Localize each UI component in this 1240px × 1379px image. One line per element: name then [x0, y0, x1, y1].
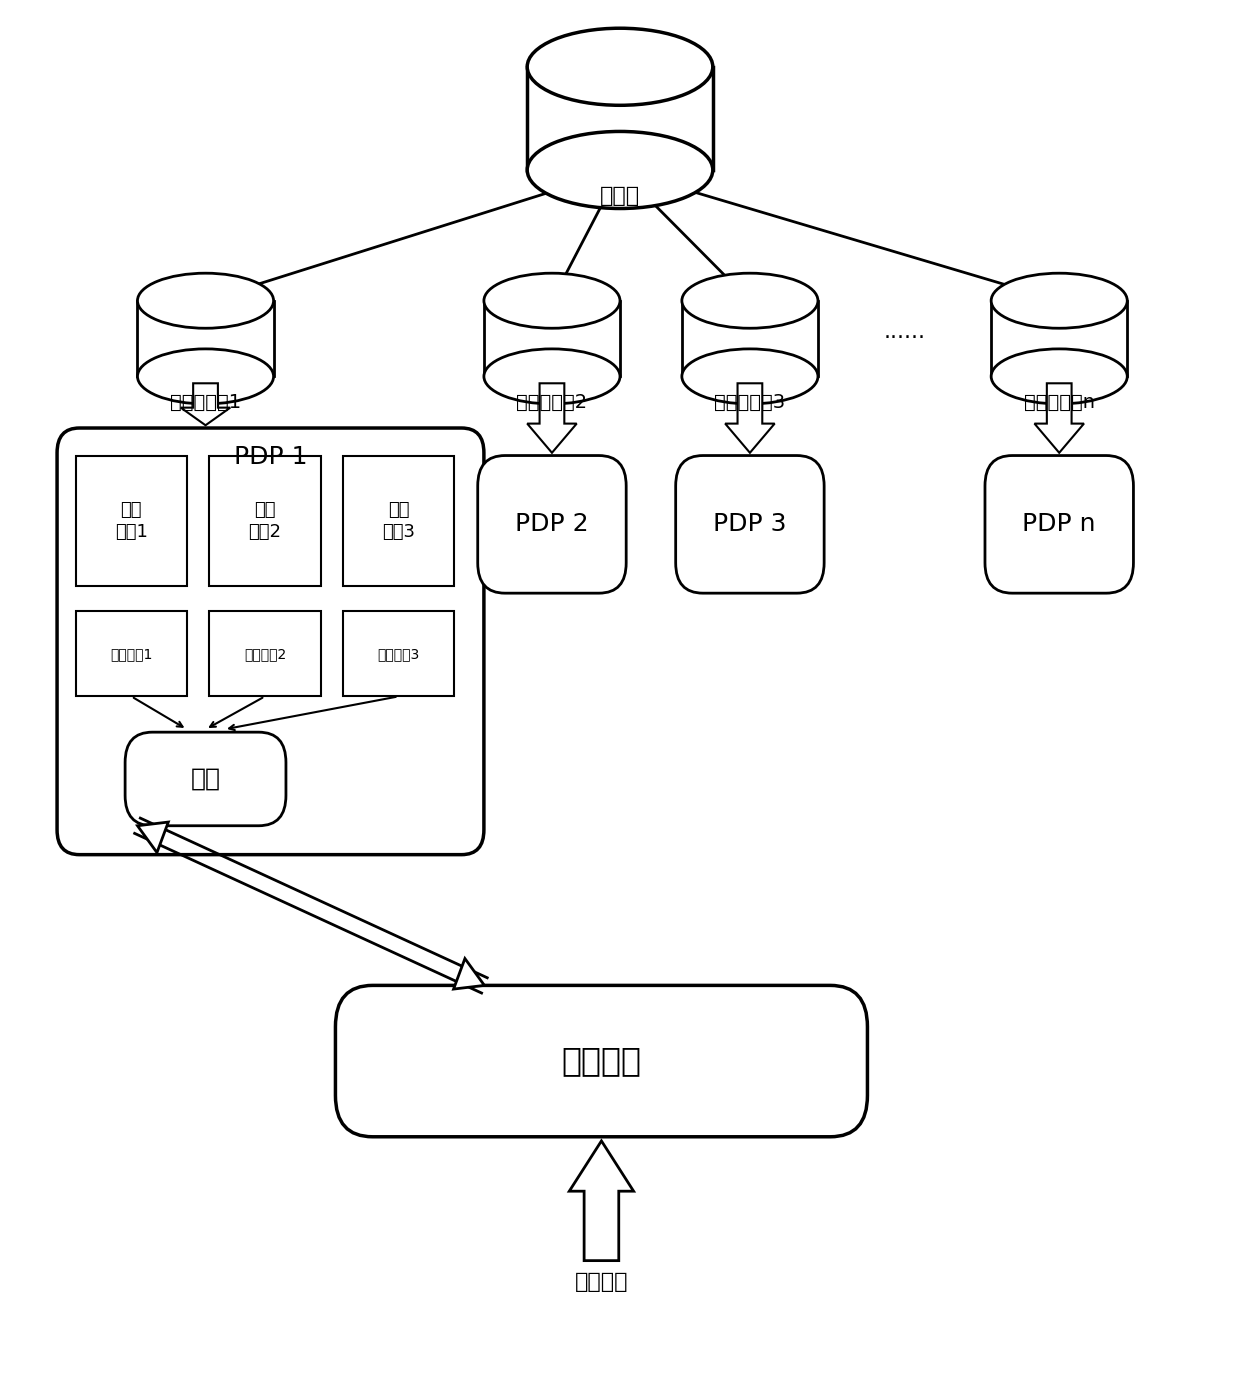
FancyBboxPatch shape: [336, 986, 868, 1136]
Polygon shape: [725, 383, 775, 452]
Bar: [343, 455, 454, 586]
Polygon shape: [138, 822, 169, 852]
Polygon shape: [454, 958, 485, 989]
Text: PDP 2: PDP 2: [515, 513, 589, 536]
Ellipse shape: [484, 349, 620, 404]
Bar: [76, 611, 187, 696]
Text: 特征规则1: 特征规则1: [110, 647, 153, 661]
FancyBboxPatch shape: [57, 427, 484, 855]
Ellipse shape: [138, 349, 274, 404]
Text: 操作请求: 操作请求: [574, 1271, 629, 1292]
Text: 主体策略集1: 主体策略集1: [170, 393, 241, 412]
Text: 分发中心: 分发中心: [562, 1044, 641, 1077]
Text: PDP n: PDP n: [1023, 513, 1096, 536]
Text: 规则
类簇2: 规则 类簇2: [248, 501, 281, 541]
Ellipse shape: [527, 131, 713, 208]
Bar: [138, 301, 274, 376]
Bar: [682, 301, 818, 376]
Text: 主体策略集n: 主体策略集n: [1024, 393, 1095, 412]
Polygon shape: [181, 383, 231, 425]
FancyBboxPatch shape: [125, 732, 286, 826]
Ellipse shape: [682, 273, 818, 328]
Polygon shape: [569, 1140, 634, 1260]
Bar: [210, 455, 321, 586]
Bar: [343, 611, 454, 696]
FancyBboxPatch shape: [477, 455, 626, 593]
Text: PDP 1: PDP 1: [233, 444, 308, 469]
Polygon shape: [527, 383, 577, 452]
Text: PDP 3: PDP 3: [713, 513, 786, 536]
FancyBboxPatch shape: [985, 455, 1133, 593]
Text: ......: ......: [884, 321, 925, 342]
Ellipse shape: [527, 28, 713, 105]
FancyBboxPatch shape: [676, 455, 825, 593]
Text: 特征规则3: 特征规则3: [377, 647, 419, 661]
Ellipse shape: [138, 273, 274, 328]
Text: 转发: 转发: [191, 767, 221, 792]
Ellipse shape: [991, 273, 1127, 328]
Ellipse shape: [484, 273, 620, 328]
Ellipse shape: [682, 349, 818, 404]
Bar: [76, 455, 187, 586]
Text: 特征规则2: 特征规则2: [244, 647, 286, 661]
Text: 主体策略集2: 主体策略集2: [516, 393, 588, 412]
Text: 规则
类簇3: 规则 类簇3: [382, 501, 415, 541]
Text: 规则
类簇1: 规则 类簇1: [115, 501, 148, 541]
Polygon shape: [1034, 383, 1084, 452]
Bar: [210, 611, 321, 696]
Text: 主体策略集3: 主体策略集3: [714, 393, 785, 412]
Bar: [991, 301, 1127, 376]
Bar: [484, 301, 620, 376]
Ellipse shape: [991, 349, 1127, 404]
Bar: [527, 66, 713, 170]
Text: 规则集: 规则集: [600, 186, 640, 207]
